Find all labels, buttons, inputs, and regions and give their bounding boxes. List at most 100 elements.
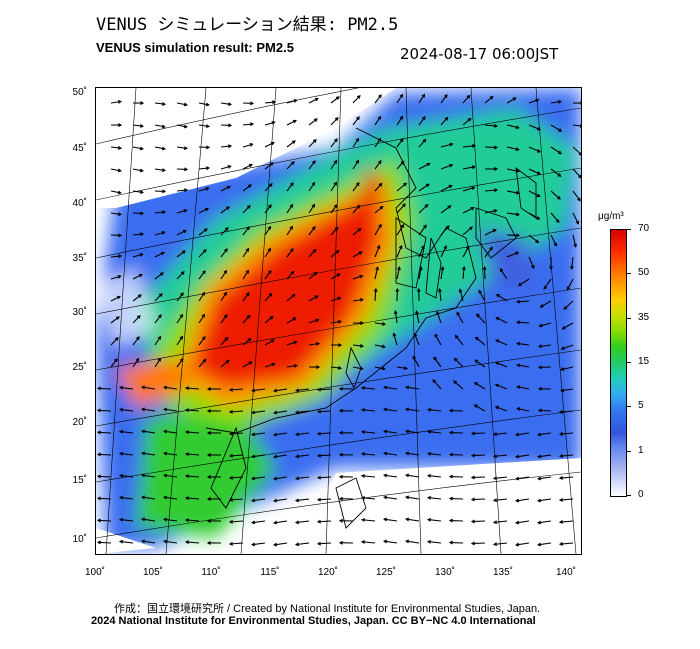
wind-vector xyxy=(440,94,448,104)
wind-vector xyxy=(396,94,403,104)
wind-vector-head xyxy=(357,227,362,232)
wind-vector-head xyxy=(492,520,498,525)
wind-vector-head xyxy=(141,385,146,390)
wind-vector-head xyxy=(273,542,278,547)
lon-label-100: 100˚ xyxy=(84,567,105,578)
wind-vector xyxy=(164,474,178,478)
wind-vector-head xyxy=(516,233,521,238)
wind-vector-head xyxy=(376,244,381,249)
wind-vector xyxy=(330,366,341,369)
wind-vector-head xyxy=(273,410,278,415)
lat-label-10: 10˚ xyxy=(72,534,87,545)
wind-vector-head xyxy=(183,124,188,129)
wind-vector xyxy=(396,182,407,192)
wind-vector-head xyxy=(515,432,520,437)
wind-vector-head xyxy=(573,243,578,248)
wind-vector xyxy=(539,322,552,327)
wind-vector xyxy=(362,409,376,412)
wind-vector xyxy=(296,432,310,436)
wind-vector xyxy=(418,245,425,258)
wind-vector xyxy=(393,333,398,346)
wind-vector-head xyxy=(228,519,233,524)
wind-vector-head xyxy=(117,275,122,279)
wind-vector-head xyxy=(360,430,366,434)
wind-vector xyxy=(462,246,470,258)
wind-vector-head xyxy=(436,310,440,315)
wind-vector xyxy=(561,366,574,371)
wind-vector xyxy=(132,190,143,193)
wind-vector-head xyxy=(448,540,453,545)
wind-vector-head xyxy=(558,542,564,546)
wind-vector xyxy=(572,168,581,179)
wind-vector-head xyxy=(422,138,427,143)
colorbar-tick-35: 35 xyxy=(638,312,650,323)
wind-vector-head xyxy=(141,517,146,522)
wind-vector xyxy=(242,270,249,280)
wind-vector-head xyxy=(382,451,388,456)
wind-vector-head xyxy=(556,195,561,200)
wind-vector-head xyxy=(183,188,189,193)
wind-vector xyxy=(164,540,178,544)
wind-vector-head xyxy=(335,96,340,100)
wind-vector xyxy=(317,476,332,479)
wind-vector xyxy=(142,452,156,456)
wind-vector-head xyxy=(536,454,542,459)
wind-vector xyxy=(296,476,310,480)
wind-vector xyxy=(418,267,422,280)
wind-vector-head xyxy=(180,292,184,297)
wind-vector-head xyxy=(512,97,517,101)
wind-vector-head xyxy=(179,357,184,362)
wind-vector xyxy=(538,432,552,436)
wind-vector-head xyxy=(492,542,498,547)
wind-vector xyxy=(185,453,200,456)
wind-vector xyxy=(110,146,121,149)
wind-vector xyxy=(440,225,450,236)
wind-vector xyxy=(506,124,519,129)
wind-vector-head xyxy=(316,431,321,436)
wind-vector xyxy=(198,207,209,214)
wind-vector xyxy=(242,226,250,236)
wind-vector-head xyxy=(292,317,297,321)
wind-vector xyxy=(274,454,288,458)
wind-vector-head xyxy=(206,453,211,457)
wind-vector xyxy=(132,273,143,280)
wind-vector-head xyxy=(536,432,542,437)
wind-vector xyxy=(176,102,187,106)
wind-vector-head xyxy=(250,101,255,106)
wind-vector xyxy=(494,542,508,546)
wind-vector-head xyxy=(206,145,211,150)
wind-vector xyxy=(471,476,486,479)
wind-vector-head xyxy=(290,270,295,275)
wind-vector-head xyxy=(355,137,360,142)
wind-vector xyxy=(242,184,252,192)
wind-vector xyxy=(456,312,464,324)
lon-label-135: 135˚ xyxy=(492,567,513,578)
wind-vector xyxy=(484,189,498,192)
wind-vector-head xyxy=(201,313,206,318)
wind-vector xyxy=(440,117,449,126)
wind-vector-head xyxy=(403,366,409,371)
wind-vector xyxy=(252,432,266,436)
wind-vector-head xyxy=(294,542,300,547)
wind-vector-head xyxy=(557,173,562,177)
wind-vector-head xyxy=(246,204,251,209)
wind-vector xyxy=(164,496,178,500)
wind-vector xyxy=(352,228,362,236)
wind-vector-head xyxy=(118,517,124,522)
wind-vector xyxy=(330,117,339,126)
wind-vector xyxy=(274,432,288,436)
wind-vector-head xyxy=(448,474,453,479)
wind-vector-head xyxy=(470,497,475,502)
wind-vector xyxy=(176,209,187,214)
wind-vector xyxy=(396,138,404,148)
wind-vector-head xyxy=(96,408,101,413)
wind-vector-head xyxy=(516,363,521,368)
wind-vector-head xyxy=(462,265,466,271)
wind-vector-head xyxy=(180,270,185,275)
wind-vector-head xyxy=(516,407,521,411)
wind-vector xyxy=(154,168,165,171)
wind-vector-head xyxy=(139,232,145,237)
wind-vector xyxy=(560,542,574,545)
wind-vector-head xyxy=(515,212,521,217)
wind-vector xyxy=(264,293,273,302)
